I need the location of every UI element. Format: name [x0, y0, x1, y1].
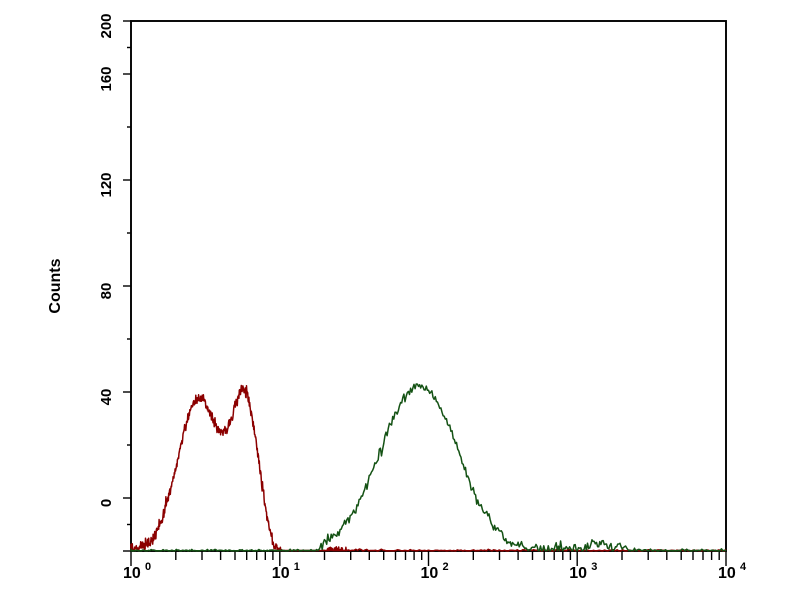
svg-text:10: 10: [718, 565, 736, 582]
svg-text:10: 10: [421, 565, 439, 582]
svg-text:10: 10: [123, 565, 141, 582]
svg-text:10: 10: [569, 565, 587, 582]
svg-text:80: 80: [98, 283, 115, 300]
svg-text:10: 10: [272, 565, 290, 582]
svg-text:4: 4: [740, 561, 747, 573]
svg-text:0: 0: [145, 561, 151, 573]
svg-text:120: 120: [98, 172, 115, 197]
svg-text:200: 200: [98, 13, 115, 38]
svg-text:3: 3: [591, 561, 597, 573]
svg-text:40: 40: [98, 389, 115, 406]
svg-text:0: 0: [98, 499, 115, 507]
svg-text:1: 1: [294, 561, 300, 573]
svg-text:Counts: Counts: [47, 258, 64, 313]
svg-text:160: 160: [98, 66, 115, 91]
svg-text:2: 2: [443, 561, 449, 573]
